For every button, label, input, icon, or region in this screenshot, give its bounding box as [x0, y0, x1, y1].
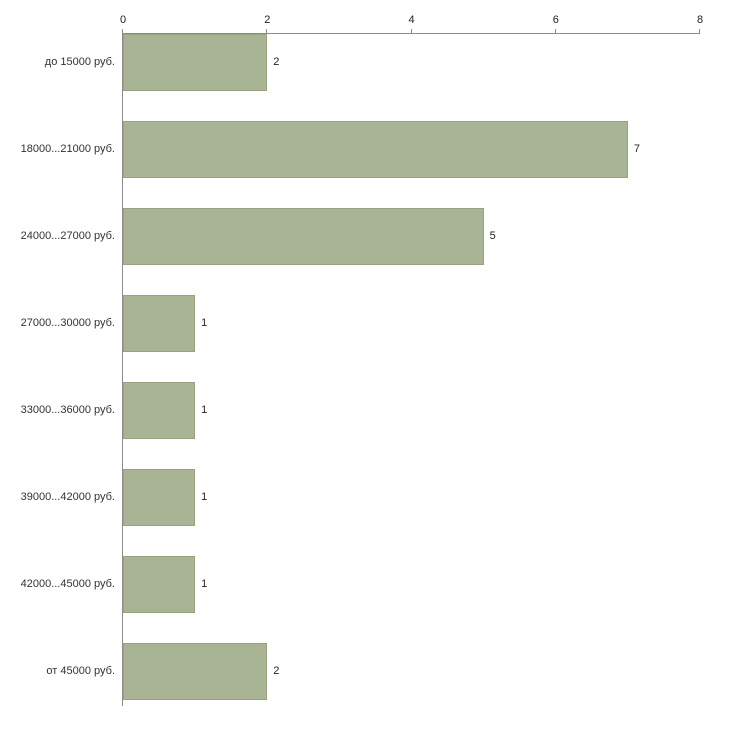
- bar-row: 2: [123, 34, 700, 121]
- bar: [123, 208, 484, 265]
- bar-row: 1: [123, 382, 700, 469]
- category-label: 42000...45000 руб.: [20, 577, 115, 590]
- bar-row: 1: [123, 295, 700, 382]
- bar: [123, 643, 268, 700]
- category-label: 33000...36000 руб.: [20, 403, 115, 416]
- value-label: 1: [201, 578, 208, 590]
- x-tick-label: 6: [552, 14, 559, 26]
- value-label: 5: [489, 230, 496, 242]
- value-label: 1: [201, 491, 208, 503]
- x-tick-mark: [699, 29, 700, 33]
- category-label: 18000...21000 руб.: [20, 142, 115, 155]
- bar-row: 5: [123, 208, 700, 295]
- x-tick-label: 8: [696, 14, 704, 26]
- x-tick-mark: [266, 29, 268, 33]
- value-label: 2: [273, 665, 280, 677]
- category-label: 27000...30000 руб.: [20, 316, 115, 329]
- x-tick-mark: [554, 29, 556, 33]
- bar-row: 7: [123, 121, 700, 208]
- category-labels: до 15000 руб. 18000...21000 руб. 24000...2…: [0, 33, 118, 706]
- category-label: 39000...42000 руб.: [20, 490, 115, 503]
- bar-rows: 2 7 5 1 1 1 1 2: [123, 34, 700, 730]
- value-label: 1: [201, 317, 208, 329]
- x-tick-label: 4: [408, 14, 415, 26]
- bar: [123, 556, 196, 613]
- plot-area: 0 2 4 6 8 2 7 5 1 1 1 1 2: [120, 14, 703, 706]
- bar: [123, 121, 628, 178]
- value-label: 1: [201, 404, 208, 416]
- bar-row: 2: [123, 643, 700, 730]
- bar: [123, 295, 196, 352]
- bar: [123, 382, 196, 439]
- category-label: от 45000 руб.: [46, 664, 115, 677]
- x-tick-mark: [122, 29, 123, 33]
- value-label: 7: [633, 143, 640, 155]
- x-tick-mark: [410, 29, 412, 33]
- value-label: 2: [273, 56, 280, 68]
- bar: [123, 34, 268, 91]
- x-tick-label: 0: [119, 14, 127, 26]
- bar-row: 1: [123, 469, 700, 556]
- bar: [123, 469, 196, 526]
- category-label: до 15000 руб.: [44, 55, 115, 68]
- x-tick-label: 2: [264, 14, 271, 26]
- bar-row: 1: [123, 556, 700, 643]
- category-label: 24000...27000 руб.: [20, 229, 115, 242]
